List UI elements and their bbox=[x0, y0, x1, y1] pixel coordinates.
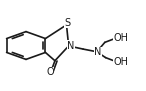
Text: S: S bbox=[64, 18, 70, 28]
Text: O: O bbox=[46, 67, 54, 77]
Text: OH: OH bbox=[113, 33, 128, 43]
Text: OH: OH bbox=[114, 57, 129, 67]
Text: N: N bbox=[67, 41, 74, 51]
Text: N: N bbox=[94, 47, 102, 57]
